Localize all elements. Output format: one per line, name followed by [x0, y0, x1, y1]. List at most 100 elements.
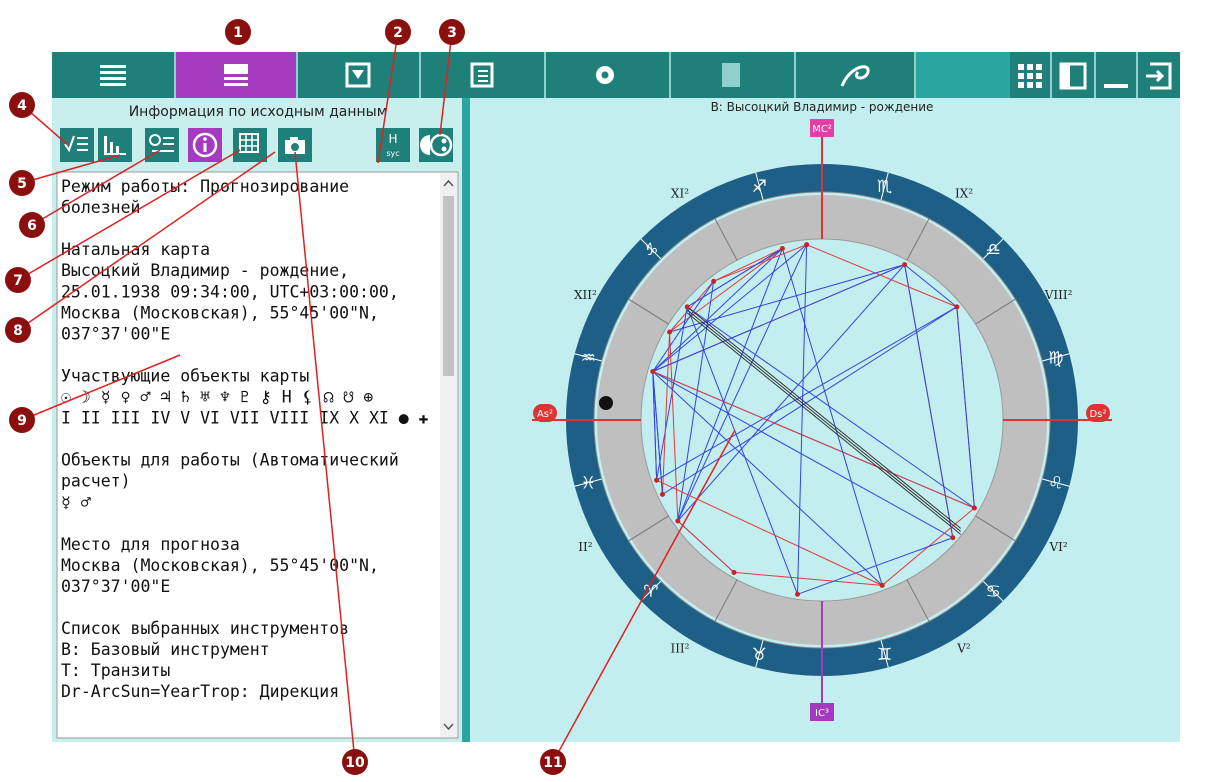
callout-line: [552, 429, 736, 763]
aspect-line: [677, 244, 808, 522]
inner-circle: [640, 238, 1004, 602]
aspect-line: [686, 306, 975, 509]
aspect-line: [652, 248, 783, 372]
aspect-line: [652, 371, 954, 539]
planet-point: [667, 329, 673, 335]
scroll-arrows[interactable]: [443, 179, 454, 731]
panel-title: Информация по исходным данным: [129, 104, 388, 120]
text-line: расчет): [61, 472, 131, 491]
text-line: болезней: [61, 198, 140, 217]
aspect-line: [686, 248, 783, 308]
callout-badge: [9, 92, 35, 118]
toolbar: [52, 52, 1180, 98]
aspect-line: [652, 244, 807, 372]
text-line: ☿ ♂: [61, 493, 91, 512]
callout-number: 9: [17, 413, 27, 429]
aspect-line: [677, 264, 906, 522]
planet-point: [711, 278, 717, 284]
text-line: Dr-ArcSun=YearTrop: Дирекция: [61, 682, 339, 701]
button-icons: [64, 132, 453, 158]
sign-divider: [574, 353, 602, 362]
chart-title: B: Высоцкий Владимир - рождение: [711, 100, 934, 114]
aspect-line: [652, 371, 975, 509]
callout-number: 4: [17, 98, 27, 114]
aspect-line: [733, 571, 883, 586]
house-cusp: [975, 298, 1016, 325]
house-cusp: [906, 218, 930, 261]
callout-badge: [439, 19, 465, 45]
tab-icons[interactable]: [100, 62, 1172, 90]
splitter[interactable]: [462, 98, 470, 742]
text-line: T: Транзиты: [61, 661, 170, 680]
callout-line: [294, 151, 356, 763]
planet-point: [650, 368, 656, 374]
callout-number: 10: [345, 755, 365, 771]
sign-divider: [982, 238, 1004, 260]
angle-label: MC²: [812, 124, 832, 135]
aspect-line: [677, 520, 735, 573]
text-line: 25.01.1938 09:34:00, UTC+03:00:00,: [61, 282, 399, 301]
angle-badge: [1086, 404, 1110, 422]
callout-line: [21, 354, 181, 421]
house-label: V²: [956, 641, 971, 655]
sign-divider: [755, 640, 764, 668]
text-line: Объекты для работы (Автоматический: [61, 451, 399, 470]
aspect-line: [656, 306, 958, 481]
sign-glyph: ♋: [985, 582, 1000, 602]
sign-divider: [574, 478, 602, 487]
text-line: I II III IV V VI VII VIII IX X XI ● ✚: [61, 409, 429, 428]
callout-number: 1: [233, 25, 243, 41]
button-label: Н: [388, 132, 397, 146]
angle-badge: [533, 404, 557, 422]
planet-point: [675, 518, 681, 524]
text-line: 037°37'00"E: [61, 324, 170, 343]
sign-glyph: ♒: [581, 348, 596, 368]
scrollbar-thumb[interactable]: [443, 196, 454, 376]
callout-line: [377, 31, 399, 164]
planet-point: [954, 304, 960, 310]
toolbar-spacer: [915, 52, 1010, 98]
tab-separators: [174, 52, 1138, 98]
sign-divider: [640, 580, 662, 602]
planet-point: [779, 246, 785, 252]
planet-point: [950, 535, 956, 541]
aspect-line: [713, 244, 807, 282]
sign-glyph: ♈: [643, 582, 658, 602]
sign-glyph: ♌: [1048, 474, 1063, 494]
callout-badge: [385, 19, 411, 45]
planet-point: [795, 591, 801, 597]
house-label: IX²: [955, 187, 973, 201]
text-area[interactable]: [56, 171, 459, 739]
button[interactable]: [376, 128, 410, 162]
callout-line: [17, 149, 241, 281]
sign-divider: [755, 172, 764, 200]
callout-badge: [540, 749, 566, 775]
callout-badge: [9, 170, 35, 196]
text-line: Список выбранных инструментов: [61, 619, 349, 638]
planet-point: [804, 242, 810, 248]
text-line: Место для прогноза: [61, 535, 240, 554]
sign-glyph: ♎: [985, 240, 1000, 260]
text-line: Высоцкий Владимир - рождение,: [61, 261, 349, 280]
sign-divider: [1042, 478, 1070, 487]
callout-number: 8: [13, 323, 23, 339]
planet-point: [659, 491, 665, 497]
sign-divider: [982, 580, 1004, 602]
aspect-line: [956, 306, 975, 509]
planet-point: [654, 477, 660, 483]
planet-point: [902, 262, 908, 268]
house-cusp: [628, 298, 669, 325]
angle-badge: [810, 703, 834, 721]
button-sublabel: syc: [386, 149, 399, 158]
aspect-line: [713, 248, 783, 282]
aspect-line: [669, 280, 715, 333]
planet-point: [879, 582, 885, 588]
house-label: VIII²: [1044, 288, 1073, 302]
aspect-line: [904, 264, 954, 538]
aspect-line: [806, 244, 958, 308]
angle-label: As²: [537, 409, 553, 420]
house-cusp: [906, 579, 930, 622]
angle-label: IC³: [815, 708, 829, 719]
text-line: B: Базовый инструмент: [61, 640, 270, 659]
active-tab[interactable]: [175, 52, 297, 98]
